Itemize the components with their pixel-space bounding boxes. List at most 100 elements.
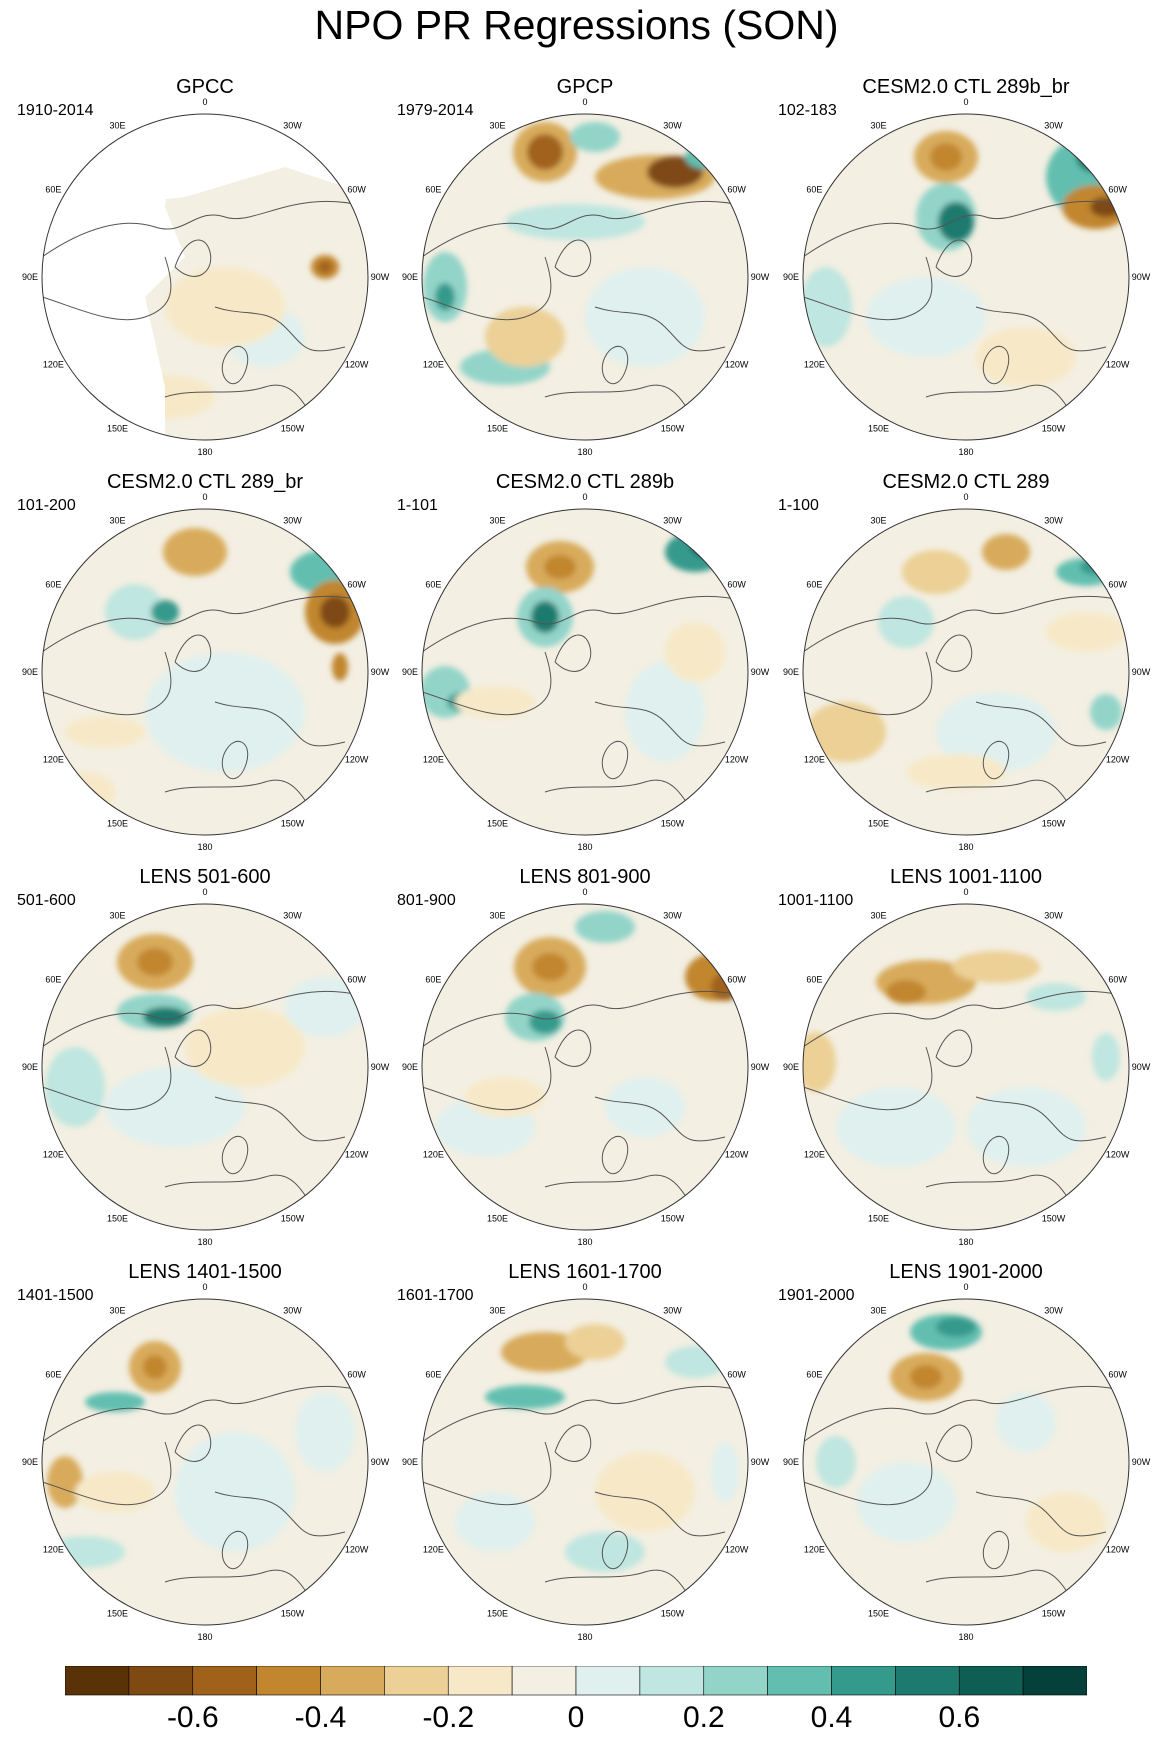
longitude-label: 120W (345, 1545, 369, 1555)
map-panel: LENS 1601-1700 180 150E 120E 90E 60E 30E 0 30W 60… (395, 1260, 775, 1650)
coastline (214, 306, 346, 352)
longitude-label: 120E (804, 1545, 825, 1555)
polar-map: 180 150E 120E 90E 60E 30E 0 30W 60W 90W 120W 150W (402, 1282, 770, 1642)
longitude-label: 0 (963, 1282, 968, 1292)
longitude-label: 150E (107, 424, 128, 434)
longitude-label: 90W (751, 1457, 770, 1467)
anomaly-contour (570, 122, 620, 152)
coastline (174, 239, 212, 277)
longitude-label: 150E (868, 424, 889, 434)
coastline (601, 1135, 629, 1175)
longitude-label: 60E (806, 1370, 822, 1380)
anomaly-contour (45, 1047, 105, 1127)
coastline (975, 306, 1107, 352)
map-panel: CESM2.0 CTL 289_br 180 150E 120E 90E 60E 30E 0 3… (15, 470, 395, 860)
longitude-label: 120W (345, 1150, 369, 1160)
longitude-label: 120E (804, 360, 825, 370)
coastline (935, 239, 973, 277)
anomaly-contour (711, 1442, 739, 1502)
colorbar: -0.6 -0.4 -0.2 0 0.2 0.4 0.6 (64, 1665, 1088, 1741)
coastline (42, 1046, 172, 1111)
panel-period: 501-600 (17, 892, 76, 909)
colorbar-swatch (447, 1665, 513, 1696)
anomaly-contour (976, 327, 1076, 387)
panel-title: LENS 1001-1100 (890, 866, 1042, 888)
panel-period: 1401-1500 (17, 1287, 94, 1304)
polar-map: 180 150E 120E 90E 60E 30E 0 30W 60W 90W 120W 150W (22, 97, 390, 457)
coastline (174, 1029, 212, 1067)
longitude-label: 90E (22, 667, 38, 677)
map-panel: LENS 1901-2000 180 150E 120E 90E 60E 30E 0 30W 60… (776, 1260, 1153, 1650)
coastline (221, 345, 249, 385)
longitude-label: 0 (582, 97, 587, 107)
anomaly-contour (285, 977, 365, 1037)
map-background (803, 904, 1129, 1230)
longitude-label: 120W (345, 755, 369, 765)
coastline (214, 701, 346, 747)
longitude-label: 120W (725, 1150, 749, 1160)
panel-title: LENS 501-600 (139, 866, 271, 888)
polar-map: 180 150E 120E 90E 60E 30E 0 30W 60W 90W 120W 150W (402, 492, 770, 852)
anomaly-contour (531, 601, 559, 633)
anomaly-contour (930, 143, 962, 171)
longitude-label: 90W (751, 272, 770, 282)
colorbar-swatch (639, 1665, 705, 1696)
longitude-label: 90W (751, 1062, 770, 1072)
panel-period: 1910-2014 (17, 102, 94, 119)
longitude-label: 30W (663, 1305, 682, 1315)
longitude-label: 150E (107, 1609, 128, 1619)
longitude-label: 30E (870, 120, 886, 130)
coastline (422, 256, 552, 321)
anomaly-contour (532, 953, 568, 981)
anomaly-contour (902, 550, 970, 594)
longitude-label: 150E (107, 819, 128, 829)
longitude-label: 150E (487, 424, 508, 434)
longitude-label: 30W (283, 515, 302, 525)
anomaly-contour (996, 1392, 1056, 1452)
longitude-label: 0 (963, 492, 968, 502)
longitude-label: 30E (109, 1305, 125, 1315)
coastline (422, 595, 748, 653)
coastline (422, 1046, 552, 1111)
longitude-label: 90E (22, 272, 38, 282)
anomaly-contour (866, 277, 986, 357)
anomaly-contour (685, 145, 725, 169)
map-panel: LENS 801-900 180 150E 120E 90E 60E 30E 0 30W 60W 9… (395, 865, 775, 1255)
panel-period: 1-100 (778, 497, 819, 514)
longitude-label: 120W (1106, 1150, 1130, 1160)
longitude-label: 180 (577, 842, 592, 852)
polar-map: 180 150E 120E 90E 60E 30E 0 30W 60W 90W 120W 150W (783, 1282, 1151, 1642)
panel-period: 102-183 (778, 102, 837, 119)
anomaly-contour (966, 1087, 1086, 1167)
colorbar-swatch (64, 1665, 130, 1696)
longitude-label: 60W (347, 580, 366, 590)
coastline (982, 345, 1010, 385)
anomaly-contour (1092, 1033, 1120, 1081)
longitude-label: 60W (1108, 975, 1127, 985)
colorbar-tick-label: 0.4 (810, 1701, 853, 1734)
coastline (214, 1096, 346, 1142)
colorbar-swatch (192, 1665, 257, 1696)
panel-title: LENS 1401-1500 (128, 1261, 282, 1283)
coastline (42, 200, 368, 258)
coastline (935, 1424, 973, 1462)
colorbar-swatch (831, 1665, 896, 1696)
anomaly-contour (938, 202, 974, 242)
longitude-label: 120E (43, 755, 64, 765)
coastline (803, 1046, 933, 1111)
anomaly-contour (565, 1324, 625, 1360)
anomaly-contour (47, 1456, 83, 1508)
map-border (41, 508, 369, 836)
anomaly-contour (85, 1392, 145, 1412)
longitude-label: 30W (283, 120, 302, 130)
colorbar-swatch (895, 1665, 960, 1696)
anomaly-contour (332, 653, 348, 681)
map-panel: LENS 501-600 180 150E 120E 90E 60E 30E 0 30W 60W 9… (15, 865, 395, 1255)
coastline (214, 1491, 346, 1537)
coastline (803, 200, 1129, 258)
longitude-label: 150E (868, 819, 889, 829)
anomaly-contour (1090, 694, 1122, 730)
longitude-label: 180 (197, 842, 212, 852)
polar-map: 180 150E 120E 90E 60E 30E 0 30W 60W 90W 120W 150W (22, 887, 390, 1247)
panel-period: 1901-2000 (778, 1287, 855, 1304)
